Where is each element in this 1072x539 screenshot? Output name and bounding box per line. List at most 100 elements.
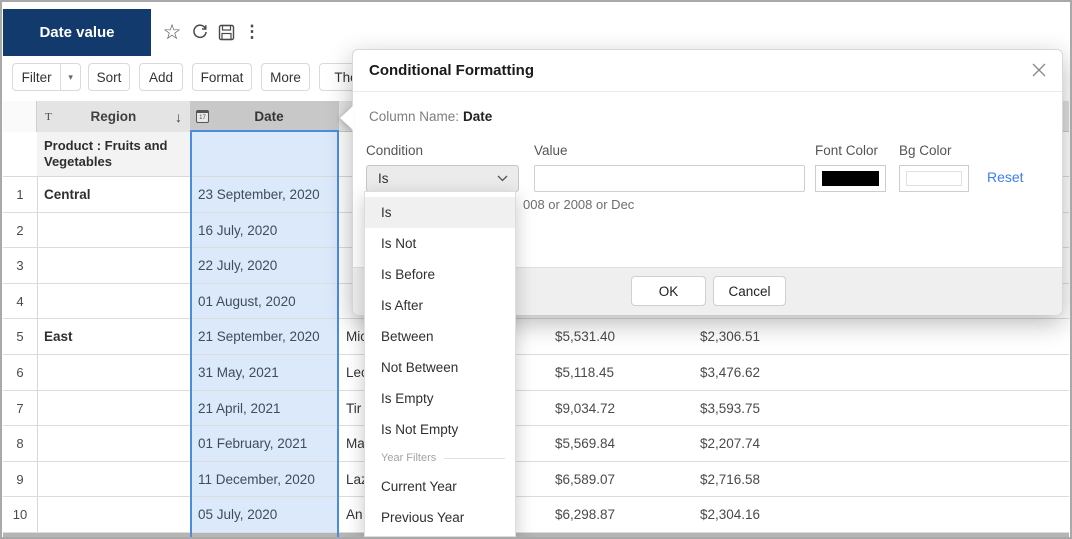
more-options-kebab-icon[interactable]: ⋮ xyxy=(243,22,261,41)
row-number[interactable]: 9 xyxy=(16,471,24,487)
add-button[interactable]: Add xyxy=(139,63,183,91)
region-cell[interactable]: Central xyxy=(44,187,91,202)
row-number-header-cell[interactable] xyxy=(3,101,37,132)
dropdown-option-previous-year[interactable]: Previous Year xyxy=(381,510,465,525)
name-cell[interactable]: Tir xyxy=(346,400,362,416)
filter-dropdown-caret[interactable]: ▾ xyxy=(60,64,80,90)
dropdown-option-is-after[interactable]: Is After xyxy=(381,298,424,313)
name-cell[interactable]: Lec xyxy=(346,365,368,380)
row-number[interactable]: 6 xyxy=(16,365,24,380)
date-cell[interactable]: 01 February, 2021 xyxy=(198,436,308,451)
dialog-title: Conditional Formatting xyxy=(369,62,534,79)
format-button[interactable]: Format xyxy=(192,63,252,91)
date-header-label: Date xyxy=(254,109,284,124)
save-icon[interactable] xyxy=(214,20,238,44)
sort-descending-icon: ↓ xyxy=(175,108,182,125)
sales-cell[interactable]: $5,531.40 xyxy=(555,329,616,344)
close-icon[interactable] xyxy=(1028,59,1050,81)
column-header-date[interactable]: 17 Date xyxy=(190,101,339,132)
cost-cell[interactable]: $2,716.58 xyxy=(700,471,761,487)
group-header-cell[interactable]: Product : Fruits and Vegetables xyxy=(37,132,191,176)
filter-button[interactable]: Filter xyxy=(21,69,52,85)
date-cell[interactable]: 05 July, 2020 xyxy=(198,507,278,522)
condition-label: Condition xyxy=(366,143,424,158)
name-cell[interactable]: Laz xyxy=(346,471,368,487)
cost-cell[interactable]: $3,476.62 xyxy=(700,365,761,380)
bottom-scroll-strip[interactable] xyxy=(3,533,1069,537)
date-cell[interactable]: 31 May, 2021 xyxy=(198,365,279,380)
name-cell[interactable]: An xyxy=(346,507,363,522)
row-number[interactable]: 2 xyxy=(16,222,24,238)
row-number[interactable]: 7 xyxy=(16,400,24,416)
dropdown-option-is-empty[interactable]: Is Empty xyxy=(381,391,434,406)
row-number[interactable]: 8 xyxy=(16,436,24,451)
cost-cell[interactable]: $2,306.51 xyxy=(700,329,761,344)
font-color-swatch[interactable] xyxy=(815,165,886,192)
region-header-label: Region xyxy=(90,109,137,124)
date-cell[interactable]: 01 August, 2020 xyxy=(198,293,296,309)
dropdown-option-is-not[interactable]: Is Not xyxy=(381,236,417,251)
font-color-swatch-fill xyxy=(822,171,879,186)
dropdown-option-not-between[interactable]: Not Between xyxy=(381,360,459,375)
sales-cell[interactable]: $6,298.87 xyxy=(555,507,616,522)
refresh-icon[interactable] xyxy=(188,20,212,44)
date-cell[interactable]: 21 September, 2020 xyxy=(198,329,320,344)
filter-split-button: Filter ▾ xyxy=(12,63,81,91)
bg-color-swatch[interactable] xyxy=(899,165,969,192)
sheet-tab-label: Date value xyxy=(39,24,115,41)
text-type-icon: T xyxy=(45,110,52,123)
value-input[interactable] xyxy=(534,165,805,192)
cost-cell[interactable]: $2,304.16 xyxy=(700,507,761,522)
more-button[interactable]: More xyxy=(261,63,310,91)
reset-link[interactable]: Reset xyxy=(987,169,1024,185)
sales-cell[interactable]: $5,118.45 xyxy=(555,365,615,380)
sort-button[interactable]: Sort xyxy=(88,63,130,91)
row-number[interactable]: 3 xyxy=(16,258,24,273)
dropdown-option-is[interactable]: Is xyxy=(365,197,515,228)
name-cell[interactable]: Mic xyxy=(346,329,367,344)
date-cell[interactable]: 21 April, 2021 xyxy=(198,400,281,416)
dropdown-section-year-filters: Year Filters xyxy=(365,445,515,471)
region-cell[interactable]: East xyxy=(44,329,73,344)
column-name-value: Date xyxy=(463,109,493,124)
selected-column-fill xyxy=(190,132,339,537)
sales-cell[interactable]: $5,569.84 xyxy=(555,436,616,451)
condition-dropdown-list: Is Is Not Is Before Is After Between Not… xyxy=(364,191,516,537)
refresh-icon-glyph xyxy=(193,24,207,39)
date-cell[interactable]: 22 July, 2020 xyxy=(198,258,278,273)
value-hint-text: 008 or 2008 or Dec xyxy=(523,197,635,212)
table-row: 7 21 April, 2021 Tir $9,034.72 $3,593.75 xyxy=(3,391,1069,426)
row-number[interactable]: 5 xyxy=(16,329,24,344)
row-number[interactable]: 1 xyxy=(16,187,24,202)
sheet-tab-date-value[interactable]: Date value xyxy=(3,9,151,56)
condition-select[interactable]: Is xyxy=(366,165,519,192)
cost-cell[interactable]: $3,593.75 xyxy=(700,400,761,416)
sales-cell[interactable]: $9,034.72 xyxy=(555,400,616,416)
row-number[interactable]: 10 xyxy=(12,507,28,522)
dropdown-option-is-not-empty[interactable]: Is Not Empty xyxy=(381,422,459,437)
calendar-icon: 17 xyxy=(196,110,209,123)
date-cell[interactable]: 16 July, 2020 xyxy=(198,222,278,238)
sales-cell[interactable]: $6,589.07 xyxy=(555,471,616,487)
font-color-label: Font Color xyxy=(815,143,879,158)
favorite-star-icon[interactable]: ☆ xyxy=(162,20,182,44)
ok-button[interactable]: OK xyxy=(631,276,706,306)
date-cell[interactable]: 23 September, 2020 xyxy=(198,187,320,202)
cost-cell[interactable]: $2,207.74 xyxy=(700,436,761,451)
condition-select-value: Is xyxy=(378,171,389,186)
dropdown-option-is-before[interactable]: Is Before xyxy=(381,267,436,282)
chevron-down-icon xyxy=(497,175,508,182)
dropdown-option-between[interactable]: Between xyxy=(381,329,434,344)
section-divider-line xyxy=(444,457,505,459)
row-number[interactable]: 4 xyxy=(16,293,24,309)
dropdown-option-current-year[interactable]: Current Year xyxy=(381,479,457,494)
date-cell[interactable]: 11 December, 2020 xyxy=(198,471,315,487)
cancel-button[interactable]: Cancel xyxy=(713,276,786,306)
table-row: 9 11 December, 2020 Laz $6,589.07 $2,716… xyxy=(3,462,1069,497)
column-header-region[interactable]: T Region ↓ xyxy=(37,101,190,132)
name-cell[interactable]: Ma xyxy=(346,436,365,451)
table-row: 4 01 August, 2020 xyxy=(3,284,1069,319)
column-name-label: Column Name: xyxy=(369,109,460,124)
year-filters-label: Year Filters xyxy=(381,452,437,464)
